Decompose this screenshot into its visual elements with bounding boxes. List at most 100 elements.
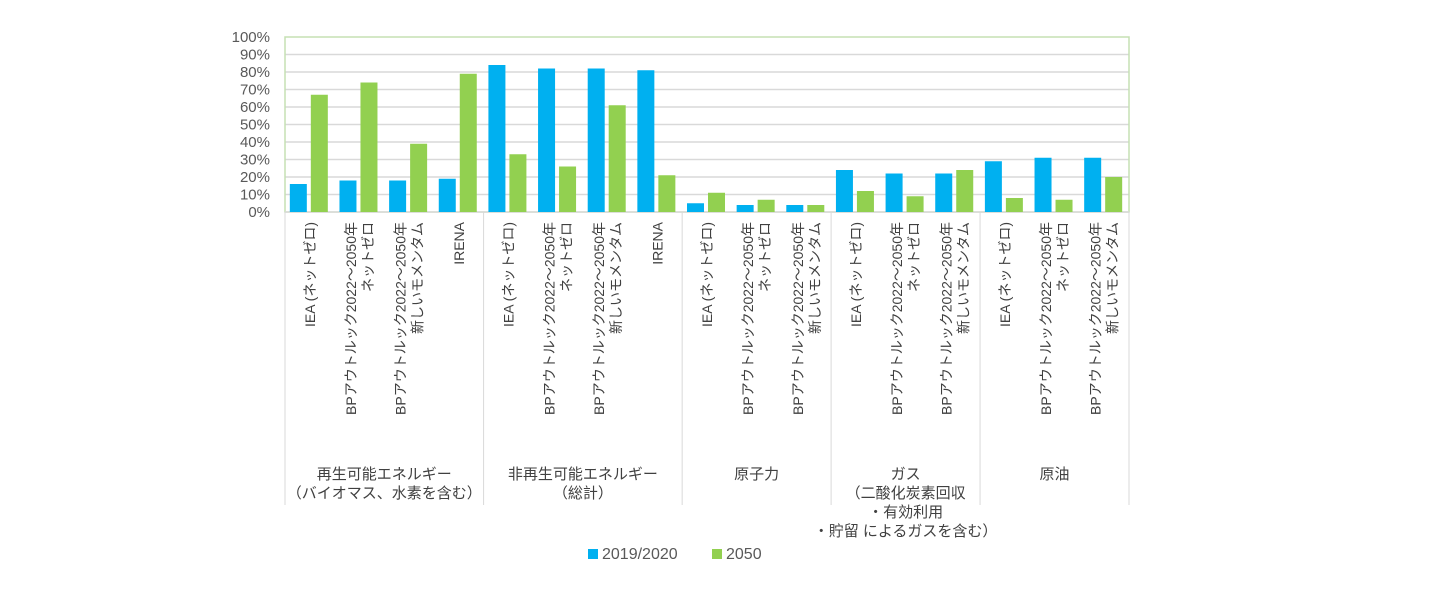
y-axis-ticks: 0%10%20%30%40%50%60%70%80%90%100% [232, 29, 270, 221]
category-label-line: ネットゼロ [559, 222, 575, 292]
bar-baseline [885, 173, 903, 212]
category-label-line: IRENA [649, 221, 665, 264]
category-label-line: IEA (ネットゼロ) [997, 222, 1013, 327]
category-label-line: IEA (ネットゼロ) [302, 222, 318, 327]
category-label-line: 新しいモメンタム [807, 222, 823, 334]
category-label: IRENA [451, 221, 467, 264]
y-tick-label: 70% [240, 82, 270, 99]
category-label: IEA (ネットゼロ) [699, 222, 715, 327]
category-label: BPアウトルック2022～2050年ネットゼロ [889, 222, 922, 415]
bar-2050 [509, 154, 527, 212]
category-label-line: ネットゼロ [360, 222, 376, 292]
y-tick-label: 0% [248, 204, 270, 221]
category-label: IEA (ネットゼロ) [848, 222, 864, 327]
category-label-line: ネットゼロ [1055, 222, 1071, 292]
bar-baseline [438, 178, 456, 212]
bar-2050 [956, 170, 974, 212]
category-label: BPアウトルック2022～2050年ネットゼロ [1038, 222, 1071, 415]
bar-baseline [687, 203, 704, 212]
category-label: IEA (ネットゼロ) [997, 222, 1013, 327]
bar-2050 [559, 166, 577, 212]
bar-2050 [410, 143, 428, 212]
category-label: BPアウトルック2022～2050年新しいモメンタム [939, 222, 972, 415]
y-tick-label: 10% [240, 187, 270, 204]
category-label-line: BPアウトルック2022～2050年 [790, 222, 806, 415]
bar-2050 [1105, 177, 1123, 212]
group-label: ・有効利用 [868, 504, 943, 521]
legend-label: 2019/2020 [602, 546, 678, 563]
bar-baseline [339, 180, 357, 212]
category-label-line: IEA (ネットゼロ) [699, 222, 715, 327]
category-label-line: 新しいモメンタム [956, 222, 972, 334]
bar-2050 [310, 94, 328, 212]
group-label: 原子力 [734, 466, 779, 483]
category-label: BPアウトルック2022～2050年新しいモメンタム [591, 222, 624, 415]
y-tick-label: 90% [240, 47, 270, 64]
bar-baseline [786, 205, 804, 212]
category-label-line: BPアウトルック2022～2050年 [939, 222, 955, 415]
bar-2050 [757, 199, 775, 212]
legend-label: 2050 [726, 546, 762, 563]
category-labels: IEA (ネットゼロ) BPアウトルック2022～2050年ネットゼロ BPアウトル… [302, 221, 1121, 415]
group-label: （バイオマス、水素を含む） [287, 485, 482, 502]
bars [289, 65, 1123, 212]
bar-baseline [587, 68, 605, 212]
y-tick-label: 100% [232, 29, 270, 46]
bar-baseline [538, 68, 556, 212]
y-tick-label: 50% [240, 117, 270, 134]
y-tick-label: 60% [240, 99, 270, 116]
bar-2050 [360, 82, 378, 212]
category-label: BPアウトルック2022～2050年ネットゼロ [542, 222, 575, 415]
category-label: BPアウトルック2022～2050年新しいモメンタム [790, 222, 823, 415]
group-label: ガス [891, 466, 921, 483]
category-label-line: BPアウトルック2022～2050年 [393, 222, 409, 415]
bar-2050 [658, 175, 676, 212]
bar-baseline [637, 70, 655, 212]
category-label: BPアウトルック2022～2050年新しいモメンタム [393, 222, 426, 415]
category-label-line: BPアウトルック2022～2050年 [889, 222, 905, 415]
category-label-line: ネットゼロ [906, 222, 922, 292]
bar-baseline [984, 161, 1002, 212]
bar-2050 [459, 73, 477, 212]
bar-2050 [1055, 199, 1073, 212]
legend-swatch [712, 549, 722, 559]
category-label-line: IRENA [451, 221, 467, 264]
group-label: 非再生可能エネルギー [508, 466, 658, 483]
y-tick-label: 30% [240, 152, 270, 169]
bar-baseline [1084, 157, 1102, 212]
category-label-line: BPアウトルック2022～2050年 [740, 222, 756, 415]
y-tick-label: 20% [240, 169, 270, 186]
category-label-line: IEA (ネットゼロ) [848, 222, 864, 327]
bar-2050 [856, 191, 874, 212]
group-label: （二酸化炭素回収 [846, 485, 966, 502]
category-label: IEA (ネットゼロ) [500, 222, 516, 327]
bar-baseline [1034, 157, 1052, 212]
bar-2050 [906, 196, 924, 212]
category-label: IRENA [649, 221, 665, 264]
category-label-line: BPアウトルック2022～2050年 [343, 222, 359, 415]
group-labels: 再生可能エネルギー （バイオマス、水素を含む） 非再生可能エネルギー （総計） 原子力 ガ… [287, 466, 1070, 540]
bar-2050 [608, 105, 626, 212]
category-label-line: BPアウトルック2022～2050年 [591, 222, 607, 415]
category-label-line: ネットゼロ [757, 222, 773, 292]
group-label: （総計） [553, 485, 613, 502]
bar-baseline [736, 205, 754, 212]
category-label-line: 新しいモメンタム [410, 222, 426, 334]
category-label-line: BPアウトルック2022～2050年 [1038, 222, 1054, 415]
bar-baseline [835, 170, 853, 212]
bar-2050 [807, 205, 825, 212]
category-label: BPアウトルック2022～2050年ネットゼロ [740, 222, 773, 415]
legend: 2019/2020 2050 [588, 546, 762, 563]
bar-baseline [389, 180, 407, 212]
category-label: BPアウトルック2022～2050年ネットゼロ [343, 222, 376, 415]
y-tick-label: 80% [240, 64, 270, 81]
category-label-line: BPアウトルック2022～2050年 [1088, 222, 1104, 415]
bar-baseline [289, 184, 307, 212]
category-label-line: IEA (ネットゼロ) [500, 222, 516, 327]
group-label: 原油 [1040, 466, 1070, 483]
category-label: IEA (ネットゼロ) [302, 222, 318, 327]
bar-baseline [488, 65, 506, 212]
bar-2050 [708, 192, 725, 212]
category-label-line: 新しいモメンタム [1105, 222, 1121, 334]
